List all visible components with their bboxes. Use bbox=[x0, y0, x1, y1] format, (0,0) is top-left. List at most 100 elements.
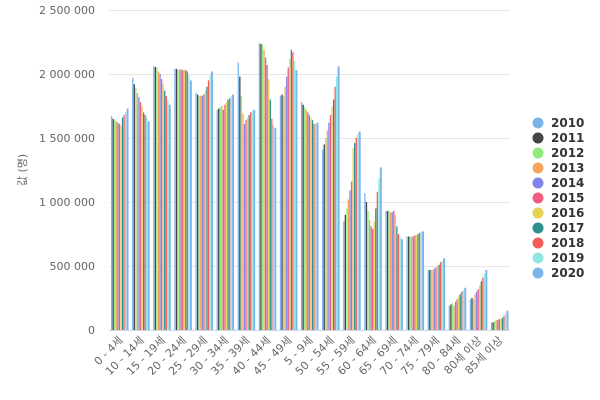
bar-2011-17[interactable] bbox=[471, 298, 473, 330]
bar-2019-11[interactable] bbox=[357, 134, 359, 330]
legend-item-2017[interactable]: 2017 bbox=[532, 221, 585, 235]
bar-2011-16[interactable] bbox=[450, 304, 452, 330]
bar-2016-7[interactable] bbox=[268, 79, 270, 331]
bar-2018-10[interactable] bbox=[334, 86, 336, 330]
bar-2011-5[interactable] bbox=[218, 108, 220, 330]
bar-2010-9[interactable] bbox=[300, 102, 303, 330]
bar-2018-13[interactable] bbox=[397, 234, 400, 330]
bar-2016-10[interactable] bbox=[331, 107, 333, 330]
bar-2018-8[interactable] bbox=[292, 52, 294, 331]
bar-2016-0[interactable] bbox=[120, 125, 122, 330]
bar-2020-10[interactable] bbox=[337, 66, 340, 330]
bar-2013-11[interactable] bbox=[347, 199, 350, 330]
bar-2010-12[interactable] bbox=[364, 193, 366, 330]
bar-2012-3[interactable] bbox=[177, 69, 179, 331]
bar-2011-9[interactable] bbox=[302, 104, 304, 330]
bar-2015-15[interactable] bbox=[435, 267, 437, 330]
bar-2013-16[interactable] bbox=[453, 305, 455, 330]
bar-2017-18[interactable] bbox=[501, 317, 504, 330]
bar-2020-14[interactable] bbox=[422, 231, 425, 330]
bar-2010-14[interactable] bbox=[406, 236, 408, 330]
bar-2015-10[interactable] bbox=[329, 114, 332, 331]
bar-2012-0[interactable] bbox=[114, 120, 116, 330]
bar-2014-6[interactable] bbox=[243, 123, 246, 330]
bar-2015-12[interactable] bbox=[372, 228, 374, 330]
bar-2020-4[interactable] bbox=[210, 71, 213, 330]
bar-2020-16[interactable] bbox=[464, 287, 467, 330]
bar-2019-10[interactable] bbox=[336, 76, 338, 330]
bar-2018-1[interactable] bbox=[144, 114, 146, 331]
bar-2019-12[interactable] bbox=[378, 178, 380, 330]
bar-2020-17[interactable] bbox=[485, 269, 488, 330]
bar-2016-6[interactable] bbox=[246, 117, 249, 331]
bar-2013-18[interactable] bbox=[495, 320, 497, 330]
bar-2016-2[interactable] bbox=[162, 84, 164, 331]
bar-2014-2[interactable] bbox=[159, 74, 161, 330]
bar-2015-14[interactable] bbox=[414, 235, 416, 330]
bar-2017-9[interactable] bbox=[311, 120, 314, 330]
bar-2014-7[interactable] bbox=[264, 57, 267, 331]
bar-2016-11[interactable] bbox=[352, 148, 354, 330]
bar-2015-2[interactable] bbox=[160, 79, 163, 331]
bar-2015-11[interactable] bbox=[350, 181, 353, 330]
bar-2015-18[interactable] bbox=[498, 319, 500, 330]
bar-2019-4[interactable] bbox=[209, 75, 211, 330]
bar-2019-18[interactable] bbox=[504, 313, 507, 330]
bar-2014-18[interactable] bbox=[497, 319, 499, 330]
bar-2013-10[interactable] bbox=[326, 130, 329, 330]
bar-2014-8[interactable] bbox=[286, 76, 288, 330]
bar-2017-13[interactable] bbox=[396, 226, 398, 330]
bar-2018-6[interactable] bbox=[250, 112, 252, 331]
bar-2013-0[interactable] bbox=[115, 121, 117, 330]
bar-2015-17[interactable] bbox=[477, 289, 479, 330]
legend-item-2011[interactable]: 2011 bbox=[532, 131, 585, 145]
bar-2013-7[interactable] bbox=[263, 49, 265, 331]
bar-2017-17[interactable] bbox=[480, 281, 482, 330]
bar-2014-13[interactable] bbox=[391, 212, 393, 330]
bar-2014-16[interactable] bbox=[454, 301, 457, 330]
bar-2014-0[interactable] bbox=[117, 122, 119, 330]
bar-2019-13[interactable] bbox=[399, 236, 401, 330]
bar-2017-10[interactable] bbox=[332, 99, 335, 330]
bar-2010-6[interactable] bbox=[237, 62, 239, 330]
bar-2016-17[interactable] bbox=[479, 285, 481, 330]
bar-2018-16[interactable] bbox=[461, 291, 463, 330]
bar-2010-7[interactable] bbox=[258, 43, 261, 330]
legend-item-2012[interactable]: 2012 bbox=[532, 146, 585, 160]
bar-2017-7[interactable] bbox=[269, 99, 271, 330]
bar-2014-9[interactable] bbox=[307, 112, 309, 331]
bar-2015-3[interactable] bbox=[182, 70, 184, 330]
bar-2017-5[interactable] bbox=[227, 99, 229, 330]
bar-2010-17[interactable] bbox=[469, 299, 472, 330]
bar-2011-11[interactable] bbox=[344, 214, 347, 330]
legend-item-2013[interactable]: 2013 bbox=[532, 161, 585, 175]
legend-item-2015[interactable]: 2015 bbox=[532, 191, 585, 205]
bar-2020-3[interactable] bbox=[189, 80, 192, 331]
bar-2020-12[interactable] bbox=[379, 167, 382, 330]
bar-2016-16[interactable] bbox=[458, 296, 460, 330]
bar-2011-15[interactable] bbox=[429, 269, 431, 330]
bar-2014-5[interactable] bbox=[222, 109, 225, 330]
bar-2020-13[interactable] bbox=[400, 239, 403, 330]
bar-2015-6[interactable] bbox=[245, 120, 247, 330]
bar-2013-15[interactable] bbox=[432, 269, 434, 330]
bar-2010-3[interactable] bbox=[174, 68, 176, 330]
bar-2014-17[interactable] bbox=[476, 291, 478, 330]
bar-2010-10[interactable] bbox=[322, 149, 324, 330]
bar-2019-8[interactable] bbox=[293, 61, 296, 330]
bar-2010-5[interactable] bbox=[216, 109, 218, 330]
bar-2020-15[interactable] bbox=[443, 258, 446, 330]
bar-2015-9[interactable] bbox=[308, 114, 311, 331]
bar-2016-18[interactable] bbox=[500, 318, 502, 330]
bar-2013-3[interactable] bbox=[178, 69, 181, 331]
bar-2017-6[interactable] bbox=[248, 114, 250, 331]
bar-2016-4[interactable] bbox=[204, 90, 207, 330]
bar-2011-2[interactable] bbox=[154, 66, 157, 331]
bar-2018-2[interactable] bbox=[165, 95, 167, 330]
bar-2013-2[interactable] bbox=[157, 71, 160, 330]
bar-2014-3[interactable] bbox=[180, 69, 182, 331]
bar-2010-2[interactable] bbox=[153, 66, 155, 330]
bar-2019-0[interactable] bbox=[124, 112, 127, 331]
bar-2013-17[interactable] bbox=[474, 294, 476, 330]
bar-2019-6[interactable] bbox=[251, 111, 253, 331]
